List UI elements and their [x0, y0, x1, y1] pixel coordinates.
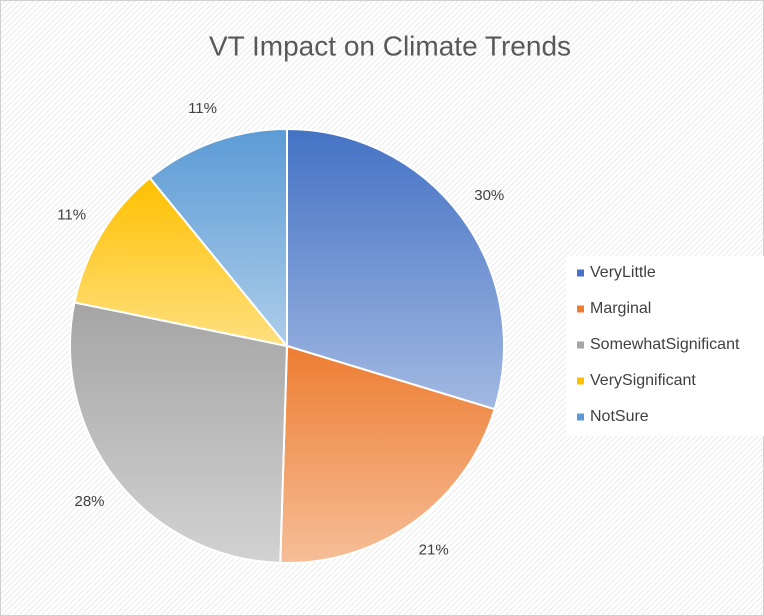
legend-marker [577, 377, 584, 385]
legend-label: Marginal [590, 300, 651, 317]
legend-label: SomewhatSignificant [590, 336, 740, 353]
legend-marker [577, 413, 584, 421]
legend-box [566, 256, 764, 436]
legend-marker [577, 305, 584, 313]
legend-label: NotSure [590, 408, 649, 425]
pie-slice [286, 127, 505, 411]
pie-slice [279, 344, 496, 564]
data-label: 28% [74, 493, 104, 510]
legend-marker [577, 269, 584, 277]
data-label: 11% [57, 207, 86, 224]
data-label: 30% [474, 187, 504, 204]
pie-slice [73, 176, 290, 348]
chart-title: VT Impact on Climate Trends [209, 30, 571, 61]
legend-label: VerySignificant [590, 372, 696, 389]
pie-slice [148, 127, 288, 349]
data-label: 21% [419, 542, 449, 559]
legend-label: VeryLittle [590, 264, 656, 281]
pie-slice [69, 301, 289, 564]
data-label: 11% [188, 100, 217, 117]
legend-marker [577, 341, 584, 349]
